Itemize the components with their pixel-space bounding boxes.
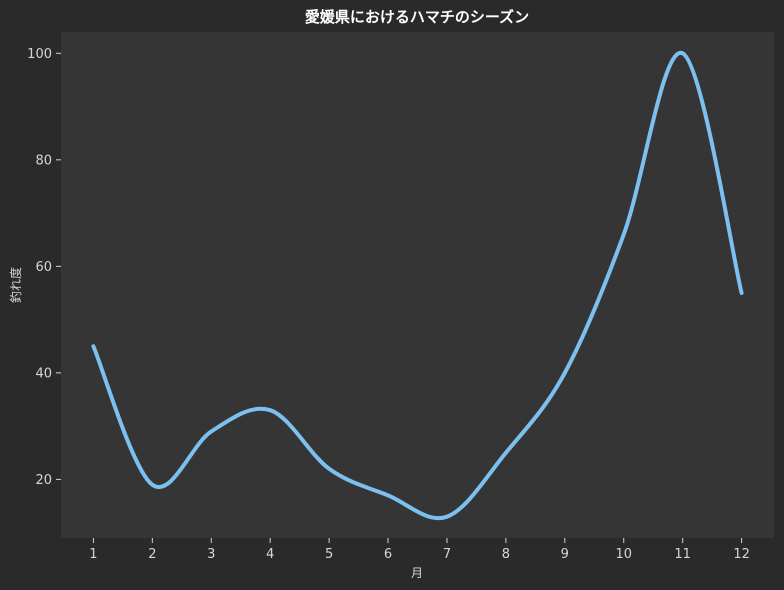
x-tick-label: 12 — [733, 547, 750, 562]
x-tick-label: 2 — [148, 547, 156, 562]
x-tick-label: 4 — [266, 547, 274, 562]
y-tick-label: 60 — [35, 260, 52, 275]
y-tick-label: 80 — [35, 153, 52, 168]
x-tick-label: 8 — [502, 547, 510, 562]
x-tick-label: 9 — [561, 547, 569, 562]
x-tick-label: 1 — [89, 547, 97, 562]
series-line — [91, 51, 744, 521]
y-tick-label: 40 — [35, 366, 52, 381]
x-tick-label: 10 — [615, 547, 632, 562]
y-axis: 20 40 60 80 100 — [27, 47, 61, 488]
x-tick-label: 3 — [207, 547, 215, 562]
x-tick-label: 5 — [325, 547, 333, 562]
y-tick-label: 100 — [27, 47, 52, 62]
x-tick-label: 6 — [384, 547, 392, 562]
chart-title: 愛媛県におけるハマチのシーズン — [305, 8, 529, 26]
x-axis: 1 2 3 4 5 6 7 8 9 10 11 12 — [89, 538, 750, 562]
y-axis-label: 釣れ度 — [8, 267, 23, 303]
plot-area — [61, 32, 774, 538]
x-tick-label: 7 — [443, 547, 451, 562]
y-tick-label: 20 — [35, 473, 52, 488]
x-tick-label: 11 — [674, 547, 691, 562]
x-axis-label: 月 — [411, 566, 423, 580]
